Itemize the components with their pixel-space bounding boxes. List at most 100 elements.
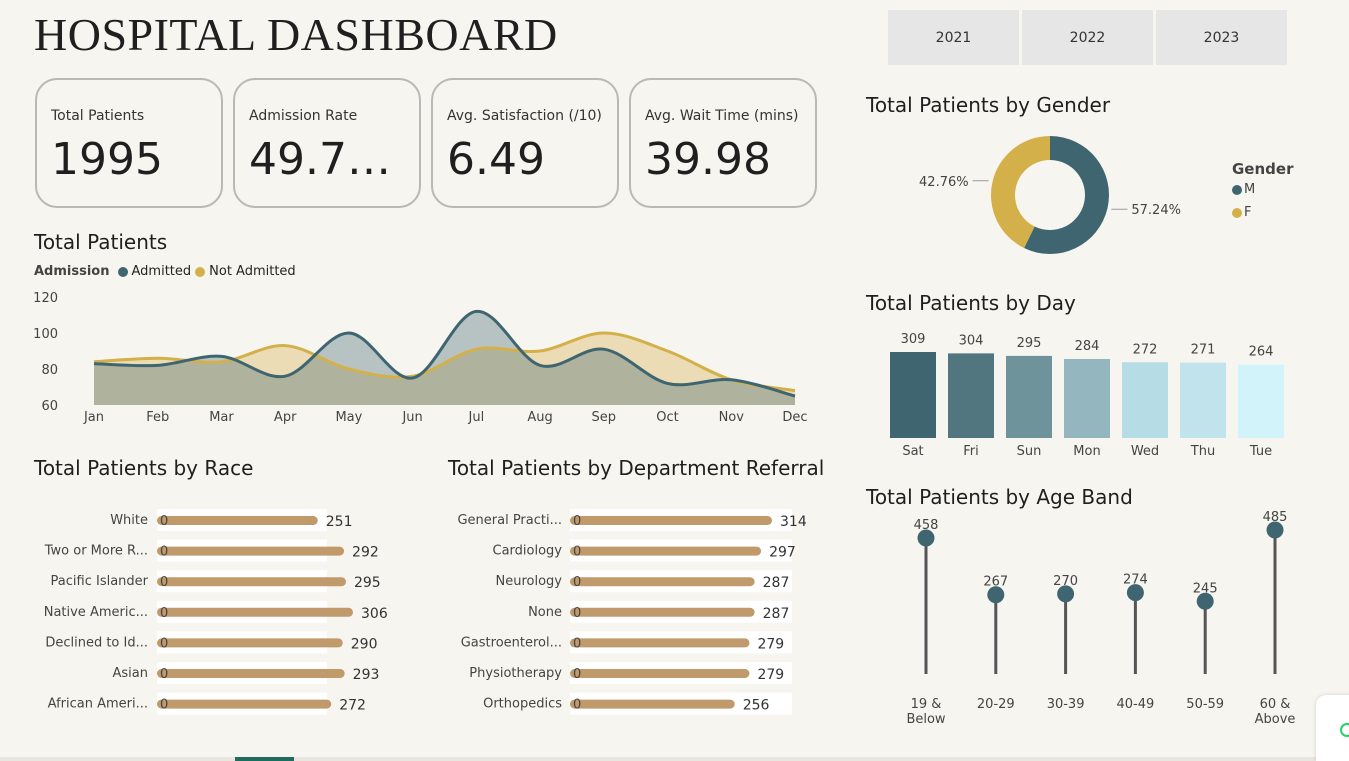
- baseline-label: 0: [160, 514, 168, 529]
- legend-title: Admission: [34, 264, 110, 279]
- kpi-value: 6.49: [447, 134, 545, 185]
- y-tick-label: 100: [33, 327, 58, 342]
- bar: [570, 516, 772, 525]
- year-tab-2021[interactable]: 2021: [888, 10, 1019, 65]
- baseline-label: 0: [573, 514, 581, 529]
- category-label: Sun: [1017, 444, 1042, 459]
- area-fill-admitted: [94, 311, 795, 405]
- category-label: Tue: [1249, 444, 1272, 459]
- x-tick-label: Feb: [146, 410, 169, 425]
- race-bar-chart: White 0 251 Two or More R... 0 292 Pacific Isl…: [44, 509, 388, 715]
- department-bar-chart: General Practi... 0 314 Cardiology 0 297 Neuro…: [457, 509, 807, 715]
- pie-data-label: 57.24%: [1131, 203, 1181, 218]
- baseline-label: 0: [573, 698, 581, 713]
- legend-dot-admitted: [117, 266, 128, 277]
- pie-slice-f: [991, 136, 1050, 248]
- bar-thu: [1180, 362, 1226, 438]
- whatsapp-icon: [1340, 723, 1349, 737]
- x-tick-label: Jan: [83, 410, 104, 425]
- kpi-value: 49.72...: [249, 134, 405, 185]
- category-label: Native Americ...: [44, 605, 148, 620]
- kpi-card-admission-rate: Admission Rate 49.72...: [233, 78, 421, 208]
- bar-data-label: 287: [763, 575, 790, 591]
- lollipop-point: [1196, 592, 1214, 610]
- bar-data-label: 279: [757, 636, 784, 652]
- bar-data-label: 256: [743, 698, 770, 714]
- bar-wed: [1122, 362, 1168, 438]
- legend-label-not-admitted[interactable]: Not Admitted: [209, 264, 296, 279]
- chart-title-day: Total Patients by Day: [866, 291, 1076, 315]
- chat-widget[interactable]: [1316, 695, 1349, 761]
- x-tick-label: Oct: [656, 410, 678, 425]
- bar-sat: [890, 352, 936, 438]
- gender-donut-chart: 57.24% 42.76%: [919, 136, 1181, 254]
- baseline-label: 0: [573, 575, 581, 590]
- chart-title-age-band: Total Patients by Age Band: [866, 485, 1133, 509]
- bar: [570, 577, 755, 587]
- category-label: Sat: [902, 444, 923, 459]
- category-label: Pacific Islander: [51, 574, 149, 589]
- bar-data-label: 271: [1191, 343, 1216, 358]
- series-line-not-admitted: [93, 331, 796, 393]
- category-label: Wed: [1131, 444, 1159, 459]
- series-line-admitted: [93, 309, 796, 398]
- legend-label-admitted[interactable]: Admitted: [131, 264, 192, 279]
- bar-data-label: 251: [326, 514, 353, 530]
- x-tick-label: Apr: [274, 410, 297, 425]
- year-tab-2023[interactable]: 2023: [1156, 10, 1287, 65]
- total-patients-area-chart: 60 80 100 120 Jan Feb Mar Apr May Jun Jul Aug Sep Oct…: [33, 291, 807, 425]
- point-data-label: 245: [1193, 581, 1218, 596]
- kpi-label: Total Patients: [51, 108, 145, 124]
- bar: [570, 607, 755, 617]
- category-label: 60 &: [1260, 697, 1291, 712]
- category-label: None: [528, 605, 562, 620]
- lollipop-point: [1057, 585, 1075, 603]
- category-label: 50-59: [1186, 697, 1224, 712]
- x-tick-label: Jun: [401, 410, 422, 425]
- legend-dot-m: [1232, 184, 1242, 195]
- x-tick-label: Mar: [209, 410, 234, 425]
- bar-fri: [948, 353, 994, 438]
- legend-item-m[interactable]: M: [1232, 182, 1293, 197]
- lollipop-point: [1126, 584, 1144, 602]
- chart-title-department: Total Patients by Department Referral: [448, 456, 825, 480]
- bar: [157, 669, 345, 678]
- baseline-label: 0: [160, 636, 168, 651]
- bar-data-label: 284: [1075, 339, 1100, 354]
- category-label: 30-39: [1047, 697, 1085, 712]
- kpi-value: 39.98: [645, 134, 771, 185]
- point-data-label: 267: [983, 575, 1008, 590]
- category-label: General Practi...: [457, 513, 562, 528]
- gender-legend: Gender M F: [1232, 160, 1293, 228]
- category-label: Gastroenterol...: [461, 635, 562, 650]
- legend-dot-not-admitted: [195, 266, 206, 277]
- legend-title: Gender: [1232, 160, 1294, 178]
- bar-data-label: 287: [763, 606, 790, 622]
- admission-legend: Admission Admitted Not Admitted: [34, 264, 296, 279]
- legend-label-f: F: [1244, 205, 1252, 220]
- page-title: HOSPITAL DASHBOARD: [34, 9, 558, 60]
- bar-data-label: 264: [1249, 345, 1274, 360]
- point-data-label: 270: [1053, 574, 1078, 589]
- day-bar-chart: 309 Sat 304 Fri 295 Sun 284 Mon 272 Wed 271 Thu 264 T…: [890, 332, 1284, 459]
- kpi-label: Avg. Wait Time (mins): [645, 108, 799, 124]
- x-tick-label: May: [335, 410, 362, 425]
- x-tick-label: Dec: [782, 410, 807, 425]
- point-data-label: 458: [914, 518, 939, 533]
- category-label: African Ameri...: [48, 697, 148, 712]
- lollipop-point: [987, 586, 1005, 604]
- year-tab-2022[interactable]: 2022: [1022, 10, 1153, 65]
- category-label: Asian: [113, 666, 148, 681]
- category-label: Thu: [1190, 444, 1215, 459]
- bar-data-label: 295: [354, 575, 381, 591]
- baseline-label: 0: [160, 667, 168, 682]
- baseline-label: 0: [160, 575, 168, 590]
- legend-item-f[interactable]: F: [1232, 205, 1293, 220]
- category-label: White: [110, 513, 148, 528]
- page-tab-strip: [0, 757, 1349, 761]
- active-page-tab[interactable]: [235, 757, 294, 761]
- category-label: 19 &: [911, 697, 942, 712]
- kpi-value: 1995: [51, 134, 163, 185]
- bar: [570, 699, 735, 709]
- category-label: Declined to Id...: [45, 635, 148, 650]
